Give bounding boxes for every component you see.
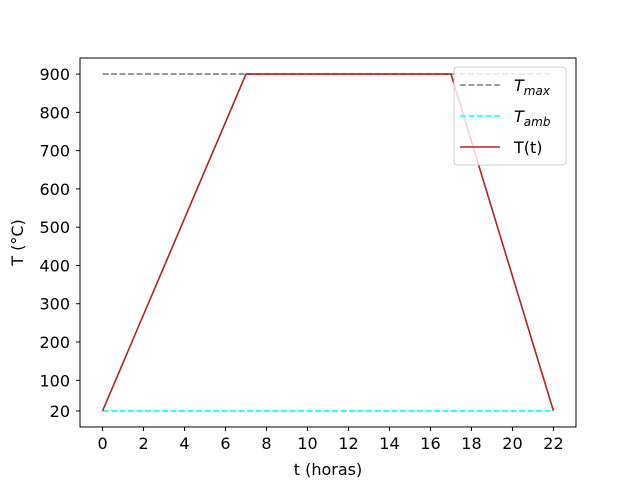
y-tick-label: 400 (39, 256, 70, 275)
y-axis-label: T (°C) (8, 219, 27, 267)
x-tick-label: 20 (502, 434, 522, 453)
x-tick-label: 2 (138, 434, 148, 453)
series-line-t-t- (101, 73, 555, 412)
y-tick-label: 20 (50, 402, 70, 421)
legend-label: T(t) (513, 138, 543, 157)
legend-label: Tamb (514, 107, 551, 129)
legend: Tmax Tamb T(t) (453, 66, 567, 166)
y-tick-label: 500 (39, 218, 70, 237)
x-axis-ticks: 0 2 4 6 8 10 12 14 16 18 20 22 (97, 427, 564, 453)
x-tick-label: 4 (179, 434, 189, 453)
x-tick-label: 14 (379, 434, 399, 453)
x-tick-label: 0 (97, 434, 107, 453)
legend-box (453, 66, 567, 166)
y-tick-label: 600 (39, 180, 70, 199)
plot-frame (79, 57, 577, 428)
y-tick-label: 700 (39, 142, 70, 161)
y-tick-label: 800 (39, 103, 70, 122)
x-tick-label: 18 (461, 434, 481, 453)
x-tick-label: 16 (420, 434, 440, 453)
x-tick-label: 12 (338, 434, 358, 453)
y-axis-ticks: 20 100 200 300 400 500 600 700 800 900 (39, 65, 80, 421)
y-tick-label: 100 (39, 371, 70, 390)
legend-label: Tmax (514, 76, 551, 98)
x-tick-label: 22 (543, 434, 563, 453)
y-tick-label: 300 (39, 295, 70, 314)
y-tick-label: 200 (39, 333, 70, 352)
x-tick-label: 10 (297, 434, 317, 453)
x-axis-label: t (horas) (294, 460, 363, 479)
x-tick-label: 8 (261, 434, 271, 453)
x-tick-label: 6 (220, 434, 230, 453)
y-tick-label: 900 (39, 65, 70, 84)
